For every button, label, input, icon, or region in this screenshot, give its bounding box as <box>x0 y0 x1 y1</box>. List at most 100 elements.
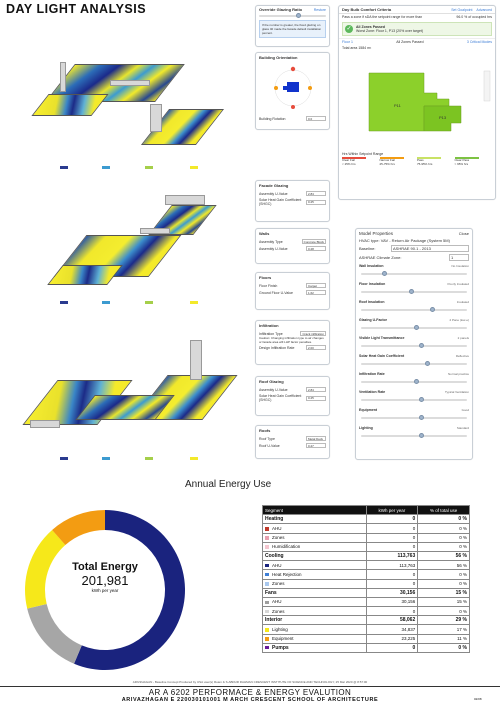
slider-label: Wall Insulation <box>359 264 384 268</box>
criteria-row: Pass a zone if sDA the setpoint range fo… <box>339 14 495 20</box>
donut-slice-fans-ahu <box>27 603 82 664</box>
slider-track[interactable] <box>361 433 467 438</box>
walls-panel: Walls Assembly Type Concrete Block Assemb… <box>255 228 330 264</box>
segment-cell: Equipment <box>262 633 367 644</box>
property-row: Assembly U-Value 2.84 <box>256 386 329 393</box>
property-row: Floor Finish Carpet <box>256 282 329 289</box>
header-kwh: kWh per year <box>365 504 419 516</box>
hvac-type[interactable]: HVAC type: VAV - Return Air Package (Sys… <box>359 238 450 243</box>
u-value-input[interactable]: 2.84 <box>306 191 326 196</box>
slider-track[interactable] <box>361 361 467 366</box>
panel-title: Building Orientation <box>259 55 298 60</box>
property-slider: Wall Insulation No Insulation <box>356 262 472 276</box>
daylight-render-3 <box>0 330 238 465</box>
facade-glazing-panel: Facade Glazing Assembly U-Value 2.84 Sola… <box>255 180 330 222</box>
restore-link[interactable]: Restore <box>313 7 326 12</box>
segment-cell: Interior <box>262 615 367 626</box>
slider-header: Equipment Good <box>356 407 472 413</box>
close-button[interactable]: Close <box>458 231 469 236</box>
segment-cell: Fans <box>262 587 367 598</box>
slider-knob[interactable] <box>414 379 419 384</box>
table-row: Lighting 34,837 17 % <box>262 624 470 635</box>
shgc-input[interactable]: 0.25 <box>306 395 326 401</box>
panel-title: Floors <box>259 275 272 280</box>
panel-header: Override Glazing Ratio Restore <box>256 6 329 13</box>
criteria-pct[interactable]: 96.0 % of occupied hrs <box>456 15 492 19</box>
tab-setpoint[interactable]: Set Goalpoint <box>451 7 473 12</box>
slider-track[interactable] <box>361 397 467 402</box>
u-value-input[interactable]: 1.62 <box>306 290 326 295</box>
legend-swatch <box>60 457 68 460</box>
slider-knob[interactable] <box>414 325 419 330</box>
legend-swatch <box>145 301 153 304</box>
total-area-row: Total area 1584 m² <box>339 45 495 51</box>
view-mode-dropdown[interactable]: 3 Critical Modes <box>466 40 492 44</box>
slider-knob[interactable] <box>295 13 301 18</box>
slider-track[interactable] <box>361 307 467 312</box>
climate-select[interactable]: 1 <box>449 254 469 261</box>
zone-p11 <box>368 72 450 132</box>
slider-knob[interactable] <box>382 271 388 276</box>
slider-knob[interactable] <box>419 415 425 420</box>
floor-finish-select[interactable]: Carpet <box>306 283 326 288</box>
kwh-cell: 23,225 <box>365 633 419 644</box>
kwh-cell: 58,062 <box>365 615 419 626</box>
slider-track[interactable] <box>361 343 467 348</box>
slider-track[interactable] <box>361 289 467 294</box>
u-value-input[interactable]: 0.28 <box>306 246 326 251</box>
kwh-cell: 113,763 <box>365 560 419 571</box>
panel-header: Model Properties Close <box>356 229 472 237</box>
slider-header: Infiltration Rate Normal practice <box>356 371 472 377</box>
zoom-controls <box>483 70 491 102</box>
roof-type-select[interactable]: Metal Deck <box>306 436 326 441</box>
slider-knob[interactable] <box>424 361 430 366</box>
assembly-type-select[interactable]: Concrete Block <box>301 239 326 244</box>
property-slider: Lighting Standard <box>356 424 472 438</box>
segment-label: Heat Rejection <box>272 571 302 577</box>
slider-label: Solar Heat Gain Coefficient <box>359 354 405 358</box>
slider-knob[interactable] <box>419 397 425 402</box>
segment-cell: Zones <box>262 606 367 617</box>
legend-sub: 25-75% hrs <box>379 161 395 166</box>
render-floor <box>31 94 109 116</box>
baseline-select[interactable]: ASHRAE 90.1 - 2013 <box>391 245 469 252</box>
infiltration-type-select[interactable]: Crack infiltration <box>300 331 326 336</box>
property-slider: Glazing U-Factor 2 Pane (low-e) <box>356 316 472 330</box>
building-footprint <box>287 82 299 92</box>
property-row: Solar Heat Gain Coefficient (SHGC) 0.25 <box>256 393 329 403</box>
slider-knob[interactable] <box>419 433 425 438</box>
table-row: AHU 113,763 56 % <box>262 560 470 571</box>
slider-knob[interactable] <box>429 307 435 312</box>
table-row: Zones 0 0 % <box>262 532 470 543</box>
slider-track[interactable] <box>361 325 467 330</box>
orientation-diagram[interactable] <box>256 62 331 114</box>
tab-advanced[interactable]: Advanced <box>476 7 492 12</box>
slider-value: Typical Ventilation <box>444 390 469 394</box>
sun-marker-icon <box>274 86 278 90</box>
u-value-input[interactable]: 2.84 <box>306 387 326 392</box>
segment-color-swatch <box>265 600 269 605</box>
slider-track[interactable] <box>361 415 467 420</box>
segment-color-swatch <box>265 582 269 586</box>
kwh-cell: 30,156 <box>365 587 419 598</box>
panel-title: Roof Glazing <box>259 379 284 384</box>
u-value-input[interactable]: 0.27 <box>306 443 326 448</box>
segment-color-swatch <box>265 572 269 577</box>
segment-cell: Pumps <box>262 642 367 654</box>
legend-swatch <box>145 166 153 169</box>
render-wall <box>110 80 150 86</box>
shgc-input[interactable]: 0.25 <box>306 199 326 205</box>
rotation-input[interactable]: 0.0 <box>306 116 326 121</box>
floor-selector[interactable]: Floor 1 <box>342 40 353 44</box>
legend-swatch <box>190 301 198 304</box>
zone-plan[interactable]: P11 P13 <box>339 51 495 151</box>
slider-knob[interactable] <box>419 343 425 348</box>
legend-sub: 75-95% hrs <box>417 161 433 166</box>
table-row: Zones 0 0 % <box>262 578 470 589</box>
slider-track[interactable] <box>361 271 467 276</box>
glazing-slider[interactable] <box>259 13 326 18</box>
slider-track[interactable] <box>361 379 467 384</box>
property-slider: Floor Insulation Poorly Insulated <box>356 280 472 294</box>
rate-input[interactable]: 2.00 <box>306 345 326 351</box>
slider-knob[interactable] <box>408 289 414 294</box>
